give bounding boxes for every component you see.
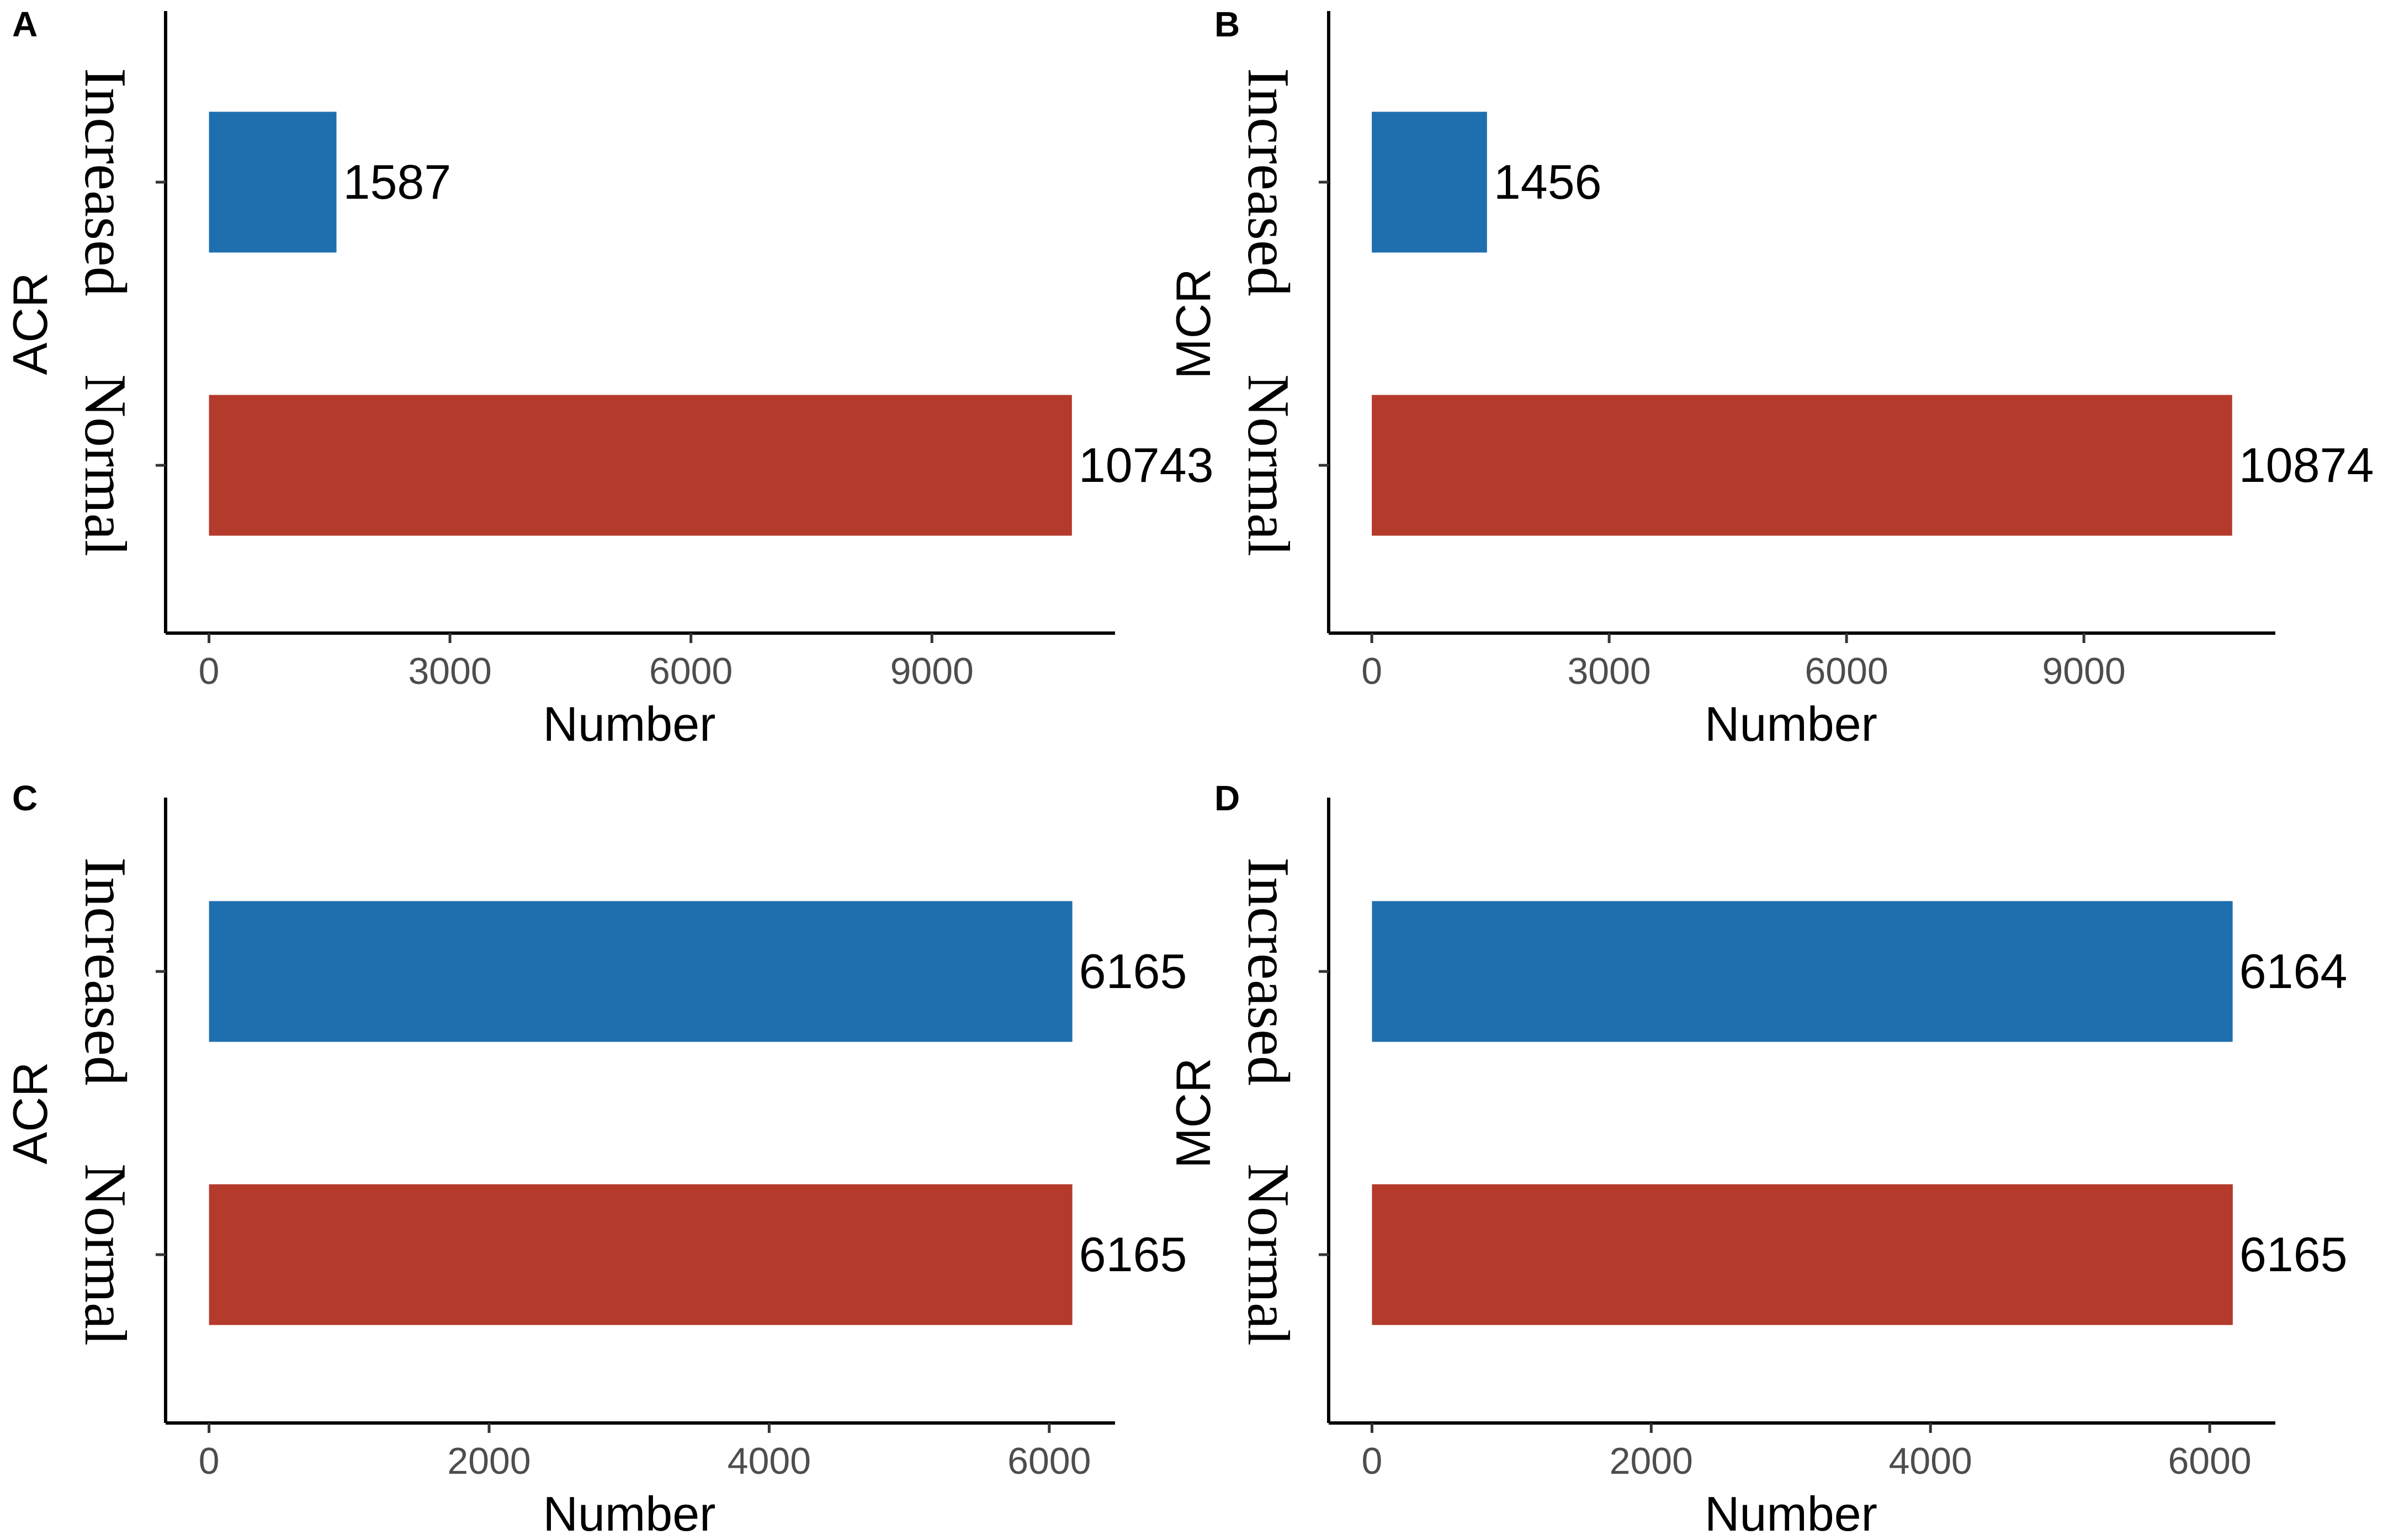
panel-a-bar-normal <box>209 395 1072 536</box>
panel-a-x-tick-label-3000: 3000 <box>408 650 491 692</box>
panel-a-y-axis-title: ACR <box>3 273 57 375</box>
panel-c-bar-increased <box>209 901 1073 1042</box>
panel-d-y-axis-title: MCR <box>1166 1058 1220 1168</box>
panel-a: A Increased 1587 Normal 10743 0 3000 6000 9000 Nu… <box>3 4 1214 751</box>
panel-c-value-label-increased: 6165 <box>1079 944 1187 999</box>
panel-c-bar-normal <box>209 1184 1073 1325</box>
panel-d-bar-increased <box>1372 901 2233 1042</box>
panel-a-category-label-increased: Increased <box>72 68 138 296</box>
panel-a-value-label-increased: 1587 <box>343 155 452 209</box>
panel-d-bar-normal <box>1372 1184 2233 1325</box>
panel-b-bar-normal <box>1372 395 2232 536</box>
panel-a-tag: A <box>12 4 38 44</box>
panel-b-category-label-normal: Normal <box>1235 374 1301 556</box>
panel-d: D Increased 6164 Normal 6165 0 2000 4000 6000 Num… <box>1166 778 2348 1540</box>
panel-a-x-tick-label-9000: 9000 <box>890 650 974 692</box>
panel-c-x-tick-label-0: 0 <box>199 1440 220 1482</box>
panel-d-x-tick-label-0: 0 <box>1362 1440 1383 1482</box>
panel-d-x-tick-label-6000: 6000 <box>2168 1440 2251 1482</box>
panel-d-category-label-increased: Increased <box>1235 857 1301 1086</box>
panel-b-tag: B <box>1214 4 1240 44</box>
panel-b-category-label-increased: Increased <box>1235 68 1301 296</box>
panel-c-tag: C <box>12 778 38 818</box>
panel-a-bar-increased <box>209 111 337 253</box>
panel-d-x-axis-title: Number <box>1705 1486 1877 1540</box>
panel-c-x-axis-title: Number <box>543 1486 716 1540</box>
panel-d-value-label-normal: 6165 <box>2239 1227 2348 1282</box>
panel-c-category-label-normal: Normal <box>72 1164 138 1346</box>
panel-b-bar-increased <box>1372 111 1487 253</box>
panel-b-value-label-increased: 1456 <box>1494 155 1602 209</box>
panel-a-x-axis-title: Number <box>543 697 716 751</box>
panel-b-value-label-normal: 10874 <box>2239 438 2374 492</box>
panel-a-x-tick-label-0: 0 <box>199 650 220 692</box>
panel-c-x-tick-label-4000: 4000 <box>728 1440 811 1482</box>
panel-a-value-label-normal: 10743 <box>1079 438 1214 492</box>
panel-b: B Increased 1456 Normal 10874 0 3000 6000 9000 Nu… <box>1166 4 2374 751</box>
panel-d-value-label-increased: 6164 <box>2239 944 2348 999</box>
panel-a-x-tick-label-6000: 6000 <box>649 650 733 692</box>
panel-b-x-tick-label-9000: 9000 <box>2042 650 2125 692</box>
panel-b-x-tick-label-0: 0 <box>1361 650 1382 692</box>
panel-c-x-tick-label-6000: 6000 <box>1007 1440 1091 1482</box>
panel-b-x-axis-title: Number <box>1705 697 1877 751</box>
panel-d-x-tick-label-4000: 4000 <box>1889 1440 1972 1482</box>
panel-b-x-tick-label-3000: 3000 <box>1567 650 1650 692</box>
panel-b-y-axis-title: MCR <box>1166 268 1220 379</box>
panel-d-tag: D <box>1214 778 1240 818</box>
panel-c-category-label-increased: Increased <box>72 857 138 1086</box>
panel-d-x-tick-label-2000: 2000 <box>1610 1440 1693 1482</box>
panel-c-x-tick-label-2000: 2000 <box>447 1440 530 1482</box>
panel-c-y-axis-title: ACR <box>3 1062 57 1165</box>
panel-c: C Increased 6165 Normal 6165 0 2000 4000 6000 Num… <box>3 778 1187 1540</box>
panel-a-category-label-normal: Normal <box>72 374 138 556</box>
panel-d-category-label-normal: Normal <box>1235 1164 1301 1346</box>
panel-c-value-label-normal: 6165 <box>1079 1227 1187 1282</box>
panel-b-x-tick-label-6000: 6000 <box>1805 650 1888 692</box>
